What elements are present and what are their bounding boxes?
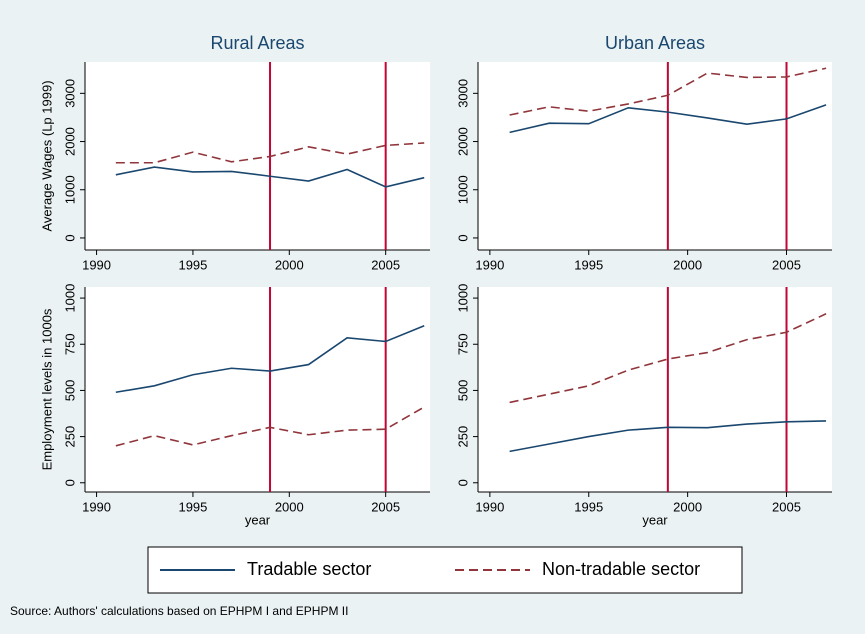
x-tick-label: 2000 [275, 499, 304, 514]
x-tick-label: 2005 [772, 499, 801, 514]
y-tick-label: 0 [62, 234, 77, 241]
x-tick-label: 1995 [178, 499, 207, 514]
y-axis-label: Employment levels in 1000s [39, 308, 54, 470]
series-line [509, 313, 827, 404]
y-tick-label: 3000 [455, 79, 470, 108]
plot-area [478, 62, 832, 250]
x-tick-label: 1995 [574, 499, 603, 514]
x-tick-label: 2000 [673, 257, 702, 272]
legend-label: Non-tradable sector [542, 559, 700, 579]
series-line [509, 104, 827, 134]
y-tick-label: 750 [62, 333, 77, 355]
x-tick-label: 1990 [82, 499, 111, 514]
series-line [509, 420, 827, 453]
y-tick-label: 0 [455, 234, 470, 241]
x-tick-label: 2005 [371, 499, 400, 514]
x-tick-label: 2005 [772, 257, 801, 272]
series-line [115, 325, 425, 394]
plot-area [478, 287, 832, 492]
source-note: Source: Authors' calculations based on E… [10, 604, 348, 618]
y-tick-label: 1000 [62, 284, 77, 313]
x-tick-label: 1995 [574, 257, 603, 272]
legend-box [147, 546, 743, 594]
y-tick-label: 500 [455, 380, 470, 402]
y-tick-label: 1000 [62, 175, 77, 204]
y-tick-label: 3000 [62, 79, 77, 108]
legend-label: Tradable sector [247, 559, 371, 579]
x-tick-label: 1995 [178, 257, 207, 272]
series-line [509, 67, 827, 116]
x-tick-label: 2000 [275, 257, 304, 272]
y-tick-label: 500 [62, 380, 77, 402]
x-tick-label: 1990 [475, 257, 504, 272]
panel-title: Rural Areas [210, 33, 304, 53]
y-tick-label: 750 [455, 333, 470, 355]
x-axis-label: year [245, 512, 271, 527]
x-tick-label: 1990 [475, 499, 504, 514]
panel-title: Urban Areas [605, 33, 705, 53]
y-tick-label: 250 [62, 426, 77, 448]
x-tick-label: 2000 [673, 499, 702, 514]
y-axis-label: Average Wages (Lp 1999) [39, 80, 54, 231]
series-line [115, 166, 425, 188]
y-tick-label: 2000 [62, 127, 77, 156]
series-line [115, 142, 425, 164]
x-axis-label: year [642, 512, 668, 527]
y-tick-label: 0 [455, 479, 470, 486]
series-line [115, 406, 425, 447]
y-tick-label: 1000 [455, 284, 470, 313]
plot-area [85, 62, 430, 250]
y-tick-label: 2000 [455, 127, 470, 156]
y-tick-label: 0 [62, 479, 77, 486]
x-tick-label: 1990 [82, 257, 111, 272]
y-tick-label: 250 [455, 426, 470, 448]
x-tick-label: 2005 [371, 257, 400, 272]
plot-area [85, 287, 430, 492]
y-tick-label: 1000 [455, 175, 470, 204]
